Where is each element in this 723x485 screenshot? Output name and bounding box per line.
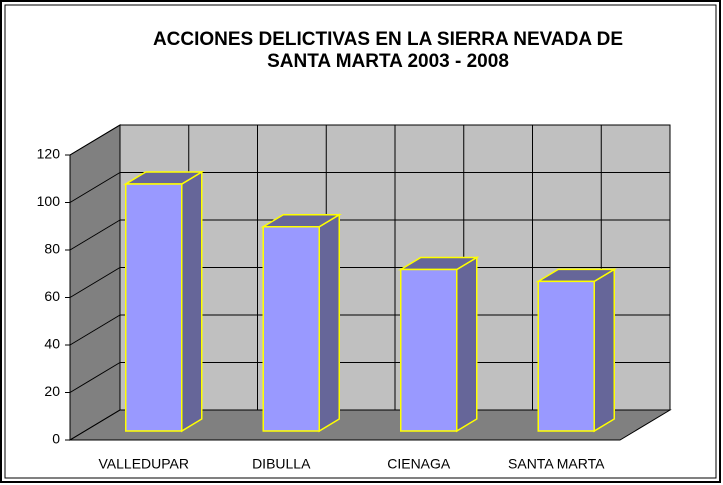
- bar: [535, 268, 617, 433]
- bar-side: [593, 268, 615, 433]
- grid-line: [69, 409, 121, 441]
- grid-line: [69, 219, 121, 251]
- x-tick-label: DIBULLA: [252, 456, 311, 472]
- bar-front: [125, 183, 183, 432]
- y-tick-label: 120: [37, 146, 61, 162]
- x-tick-label: CIENAGA: [387, 456, 451, 472]
- grid-line: [69, 362, 121, 393]
- bar-front: [262, 226, 320, 432]
- x-tick-label: VALLEDUPAR: [98, 456, 189, 472]
- grid-line: [69, 267, 121, 298]
- bar: [260, 213, 342, 433]
- y-tick-label: 100: [37, 193, 61, 209]
- grid-line: [69, 124, 121, 156]
- bar: [123, 170, 205, 433]
- chart-title: ACCIONES DELICTIVAS EN LA SIERRA NEVADA …: [153, 29, 623, 50]
- bar-side: [456, 256, 478, 433]
- bar-front: [400, 268, 458, 432]
- bar-side: [181, 170, 203, 433]
- grid-line: [69, 314, 121, 346]
- x-tick-label: SANTA MARTA: [508, 456, 605, 472]
- bar: [398, 256, 480, 433]
- y-tick-label: 0: [52, 431, 60, 447]
- y-tick-label: 20: [44, 383, 60, 399]
- y-tick-label: 60: [44, 288, 60, 304]
- bar-front: [537, 280, 595, 432]
- bar-side: [318, 213, 340, 433]
- chart-title: SANTA MARTA 2003 - 2008: [267, 51, 509, 72]
- plot-frame: [4, 4, 717, 479]
- y-tick-label: 80: [44, 241, 60, 257]
- y-tick-label: 40: [44, 336, 60, 352]
- grid-line: [69, 172, 121, 203]
